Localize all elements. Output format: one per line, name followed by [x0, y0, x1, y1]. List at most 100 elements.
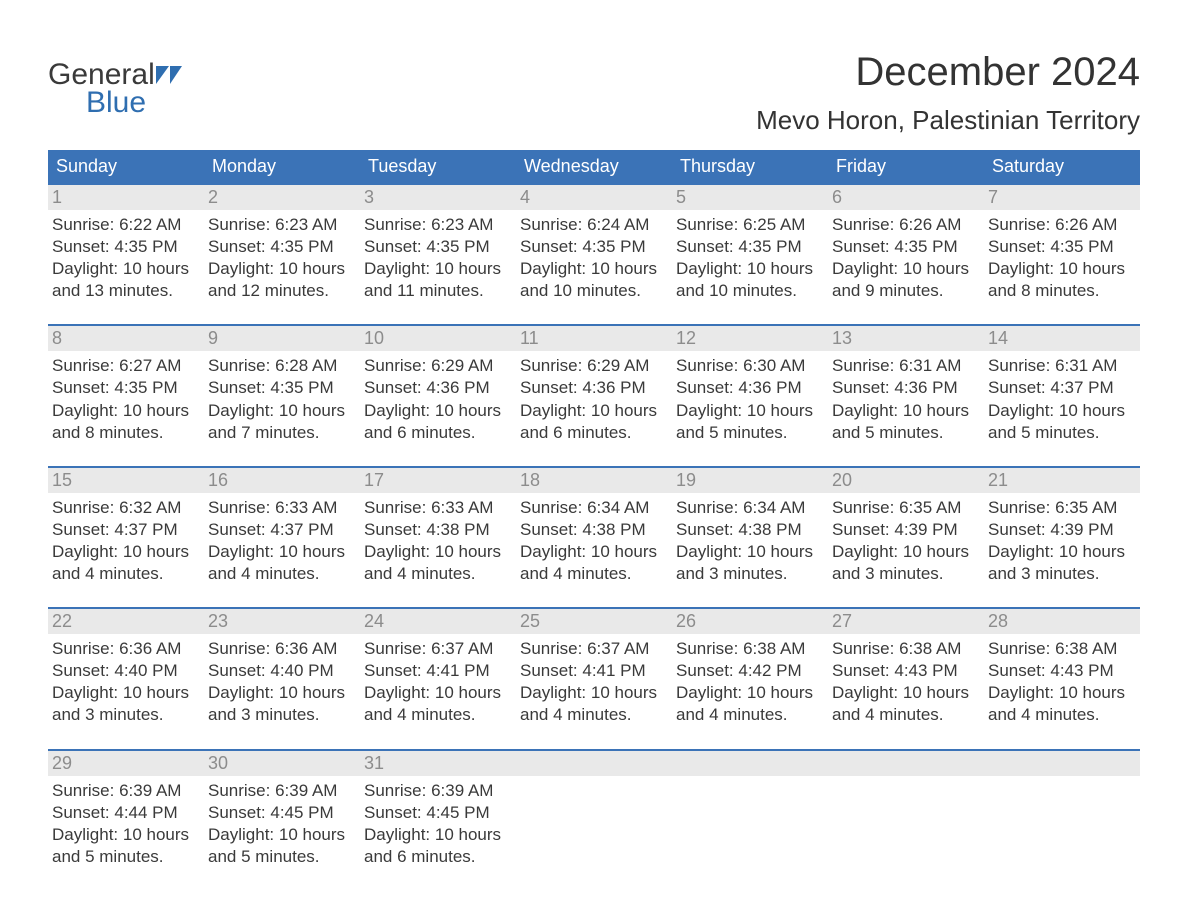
day-content-cell: Sunrise: 6:38 AMSunset: 4:43 PMDaylight:…	[828, 634, 984, 726]
day-content-cell: Sunrise: 6:28 AMSunset: 4:35 PMDaylight:…	[204, 351, 360, 443]
sunset-text: Sunset: 4:37 PM	[208, 519, 354, 541]
day-number-cell: 4	[516, 185, 672, 210]
daylight-text-line1: Daylight: 10 hours	[208, 682, 354, 704]
page-header: General Blue December 2024 Mevo Horon, P…	[48, 50, 1140, 136]
day-content-cell: Sunrise: 6:32 AMSunset: 4:37 PMDaylight:…	[48, 493, 204, 585]
day-number-cell: 7	[984, 185, 1140, 210]
day-content-cell: Sunrise: 6:33 AMSunset: 4:37 PMDaylight:…	[204, 493, 360, 585]
daylight-text-line2: and 4 minutes.	[364, 563, 510, 585]
sunset-text: Sunset: 4:35 PM	[52, 377, 198, 399]
sunrise-text: Sunrise: 6:29 AM	[364, 355, 510, 377]
daylight-text-line1: Daylight: 10 hours	[832, 682, 978, 704]
daylight-text-line2: and 9 minutes.	[832, 280, 978, 302]
sunrise-text: Sunrise: 6:32 AM	[52, 497, 198, 519]
sunrise-text: Sunrise: 6:39 AM	[364, 780, 510, 802]
daylight-text-line1: Daylight: 10 hours	[52, 400, 198, 422]
daylight-text-line2: and 4 minutes.	[52, 563, 198, 585]
sunset-text: Sunset: 4:35 PM	[676, 236, 822, 258]
day-number-cell: 13	[828, 326, 984, 351]
sunset-text: Sunset: 4:36 PM	[520, 377, 666, 399]
sunset-text: Sunset: 4:35 PM	[988, 236, 1134, 258]
daylight-text-line1: Daylight: 10 hours	[52, 824, 198, 846]
daylight-text-line2: and 5 minutes.	[676, 422, 822, 444]
sunrise-text: Sunrise: 6:30 AM	[676, 355, 822, 377]
sunset-text: Sunset: 4:40 PM	[52, 660, 198, 682]
day-content-cell: Sunrise: 6:24 AMSunset: 4:35 PMDaylight:…	[516, 210, 672, 302]
daylight-text-line2: and 8 minutes.	[52, 422, 198, 444]
week-block: 891011121314Sunrise: 6:27 AMSunset: 4:35…	[48, 324, 1140, 443]
day-content-cell	[984, 776, 1140, 868]
day-content-cell: Sunrise: 6:35 AMSunset: 4:39 PMDaylight:…	[984, 493, 1140, 585]
sunrise-text: Sunrise: 6:39 AM	[52, 780, 198, 802]
sunset-text: Sunset: 4:37 PM	[52, 519, 198, 541]
day-number-cell: 19	[672, 468, 828, 493]
day-number-cell	[828, 751, 984, 776]
day-content-cell: Sunrise: 6:30 AMSunset: 4:36 PMDaylight:…	[672, 351, 828, 443]
day-number-cell: 27	[828, 609, 984, 634]
day-content-row: Sunrise: 6:32 AMSunset: 4:37 PMDaylight:…	[48, 493, 1140, 585]
sunrise-text: Sunrise: 6:28 AM	[208, 355, 354, 377]
sunrise-text: Sunrise: 6:22 AM	[52, 214, 198, 236]
daylight-text-line1: Daylight: 10 hours	[208, 258, 354, 280]
sunrise-text: Sunrise: 6:39 AM	[208, 780, 354, 802]
sunrise-text: Sunrise: 6:38 AM	[832, 638, 978, 660]
sunrise-text: Sunrise: 6:33 AM	[208, 497, 354, 519]
daylight-text-line1: Daylight: 10 hours	[520, 258, 666, 280]
daylight-text-line1: Daylight: 10 hours	[676, 682, 822, 704]
day-content-cell	[828, 776, 984, 868]
day-number-cell: 14	[984, 326, 1140, 351]
sunset-text: Sunset: 4:35 PM	[52, 236, 198, 258]
sunset-text: Sunset: 4:38 PM	[676, 519, 822, 541]
daylight-text-line2: and 6 minutes.	[364, 846, 510, 868]
daylight-text-line2: and 3 minutes.	[52, 704, 198, 726]
day-number-cell: 10	[360, 326, 516, 351]
day-content-cell: Sunrise: 6:26 AMSunset: 4:35 PMDaylight:…	[828, 210, 984, 302]
sunrise-text: Sunrise: 6:23 AM	[208, 214, 354, 236]
day-content-row: Sunrise: 6:22 AMSunset: 4:35 PMDaylight:…	[48, 210, 1140, 302]
daylight-text-line2: and 4 minutes.	[520, 704, 666, 726]
day-content-cell: Sunrise: 6:22 AMSunset: 4:35 PMDaylight:…	[48, 210, 204, 302]
day-number-cell	[984, 751, 1140, 776]
day-content-row: Sunrise: 6:39 AMSunset: 4:44 PMDaylight:…	[48, 776, 1140, 868]
day-number-row: 891011121314	[48, 326, 1140, 351]
day-content-cell: Sunrise: 6:38 AMSunset: 4:43 PMDaylight:…	[984, 634, 1140, 726]
sunset-text: Sunset: 4:35 PM	[364, 236, 510, 258]
sunset-text: Sunset: 4:43 PM	[988, 660, 1134, 682]
day-content-cell	[516, 776, 672, 868]
sunrise-text: Sunrise: 6:23 AM	[364, 214, 510, 236]
daylight-text-line1: Daylight: 10 hours	[520, 682, 666, 704]
day-content-cell: Sunrise: 6:36 AMSunset: 4:40 PMDaylight:…	[204, 634, 360, 726]
day-number-cell: 24	[360, 609, 516, 634]
sunset-text: Sunset: 4:35 PM	[208, 377, 354, 399]
day-content-cell: Sunrise: 6:37 AMSunset: 4:41 PMDaylight:…	[360, 634, 516, 726]
sunrise-text: Sunrise: 6:36 AM	[52, 638, 198, 660]
daylight-text-line2: and 4 minutes.	[988, 704, 1134, 726]
daylight-text-line2: and 4 minutes.	[676, 704, 822, 726]
day-content-cell: Sunrise: 6:37 AMSunset: 4:41 PMDaylight:…	[516, 634, 672, 726]
day-content-row: Sunrise: 6:36 AMSunset: 4:40 PM Daylight:…	[48, 634, 1140, 726]
sunrise-text: Sunrise: 6:31 AM	[832, 355, 978, 377]
day-content-cell: Sunrise: 6:29 AMSunset: 4:36 PMDaylight:…	[516, 351, 672, 443]
daylight-text-line1: Daylight: 10 hours	[364, 682, 510, 704]
week-block: 22232425262728Sunrise: 6:36 AMSunset: 4:…	[48, 607, 1140, 726]
daylight-text-line2: and 6 minutes.	[520, 422, 666, 444]
day-number-row: 22232425262728	[48, 609, 1140, 634]
daylight-text-line2: and 5 minutes.	[832, 422, 978, 444]
daylight-text-line1: Daylight: 10 hours	[988, 258, 1134, 280]
sunrise-text: Sunrise: 6:37 AM	[520, 638, 666, 660]
sunrise-text: Sunrise: 6:29 AM	[520, 355, 666, 377]
day-content-cell: Sunrise: 6:29 AMSunset: 4:36 PMDaylight:…	[360, 351, 516, 443]
sunset-text: Sunset: 4:36 PM	[364, 377, 510, 399]
day-content-cell: Sunrise: 6:39 AMSunset: 4:44 PMDaylight:…	[48, 776, 204, 868]
weekday-header-cell: Monday	[204, 150, 360, 183]
week-block: 15161718192021Sunrise: 6:32 AMSunset: 4:…	[48, 466, 1140, 585]
sunrise-text: Sunrise: 6:38 AM	[676, 638, 822, 660]
daylight-text-line2: and 5 minutes.	[208, 846, 354, 868]
daylight-text-line1: Daylight: 10 hours	[520, 400, 666, 422]
day-number-row: 293031	[48, 751, 1140, 776]
day-content-cell: Sunrise: 6:25 AMSunset: 4:35 PMDaylight:…	[672, 210, 828, 302]
sunrise-text: Sunrise: 6:34 AM	[520, 497, 666, 519]
day-content-cell: Sunrise: 6:38 AMSunset: 4:42 PMDaylight:…	[672, 634, 828, 726]
daylight-text-line2: and 4 minutes.	[520, 563, 666, 585]
daylight-text-line1: Daylight: 10 hours	[832, 541, 978, 563]
